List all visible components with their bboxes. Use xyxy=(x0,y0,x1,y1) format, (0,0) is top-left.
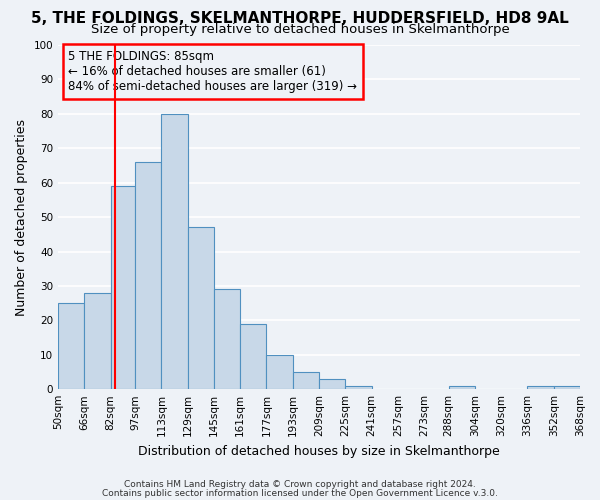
Bar xyxy=(554,386,580,389)
Text: 5 THE FOLDINGS: 85sqm
← 16% of detached houses are smaller (61)
84% of semi-deta: 5 THE FOLDINGS: 85sqm ← 16% of detached … xyxy=(68,50,358,93)
Bar xyxy=(345,386,371,389)
Bar xyxy=(266,355,293,389)
Bar xyxy=(110,186,135,389)
Bar xyxy=(240,324,266,389)
Bar xyxy=(319,379,345,389)
Bar xyxy=(449,386,475,389)
Bar xyxy=(85,293,110,389)
Bar xyxy=(161,114,188,389)
Bar xyxy=(293,372,319,389)
Text: 5, THE FOLDINGS, SKELMANTHORPE, HUDDERSFIELD, HD8 9AL: 5, THE FOLDINGS, SKELMANTHORPE, HUDDERSF… xyxy=(31,11,569,26)
Text: Size of property relative to detached houses in Skelmanthorpe: Size of property relative to detached ho… xyxy=(91,22,509,36)
Bar xyxy=(214,290,240,389)
Bar xyxy=(188,228,214,389)
X-axis label: Distribution of detached houses by size in Skelmanthorpe: Distribution of detached houses by size … xyxy=(138,444,500,458)
Y-axis label: Number of detached properties: Number of detached properties xyxy=(15,118,28,316)
Text: Contains public sector information licensed under the Open Government Licence v.: Contains public sector information licen… xyxy=(102,488,498,498)
Text: Contains HM Land Registry data © Crown copyright and database right 2024.: Contains HM Land Registry data © Crown c… xyxy=(124,480,476,489)
Bar xyxy=(58,303,85,389)
Bar xyxy=(527,386,554,389)
Bar xyxy=(135,162,161,389)
